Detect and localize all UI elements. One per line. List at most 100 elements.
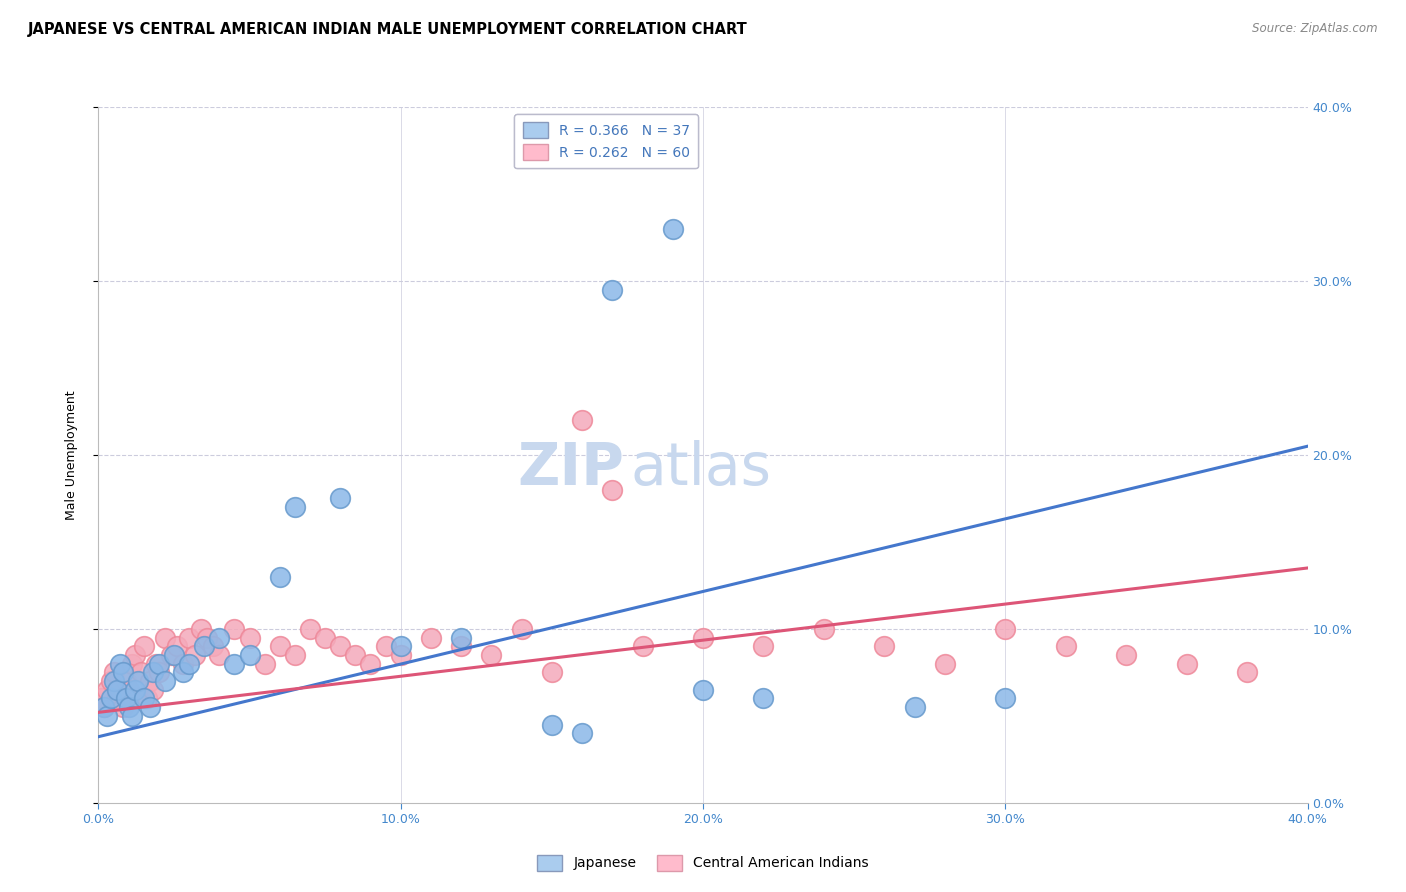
Point bbox=[510, 622, 533, 636]
Point bbox=[284, 500, 307, 514]
Point bbox=[269, 570, 291, 584]
Point bbox=[166, 639, 188, 653]
Point bbox=[329, 491, 352, 506]
Point bbox=[127, 691, 149, 706]
Point bbox=[124, 682, 146, 697]
Point bbox=[224, 622, 246, 636]
Point bbox=[148, 665, 170, 680]
Point bbox=[253, 657, 276, 671]
Point bbox=[374, 639, 396, 653]
Point bbox=[540, 665, 562, 680]
Point bbox=[179, 657, 201, 671]
Point bbox=[208, 648, 231, 662]
Point bbox=[1115, 648, 1137, 662]
Point bbox=[124, 648, 146, 662]
Point bbox=[118, 682, 141, 697]
Point bbox=[121, 708, 143, 723]
Point bbox=[420, 631, 443, 645]
Point bbox=[103, 674, 125, 689]
Point bbox=[142, 665, 165, 680]
Point bbox=[752, 639, 775, 653]
Point bbox=[184, 648, 207, 662]
Point bbox=[114, 691, 136, 706]
Point bbox=[904, 700, 927, 714]
Point bbox=[118, 700, 141, 714]
Point bbox=[202, 639, 225, 653]
Point bbox=[111, 665, 134, 680]
Point bbox=[105, 691, 128, 706]
Point bbox=[163, 648, 186, 662]
Point bbox=[389, 648, 412, 662]
Point bbox=[1054, 639, 1077, 653]
Point bbox=[1175, 657, 1198, 671]
Point bbox=[172, 657, 194, 671]
Point bbox=[360, 657, 382, 671]
Text: Source: ZipAtlas.com: Source: ZipAtlas.com bbox=[1253, 22, 1378, 36]
Point bbox=[692, 682, 714, 697]
Point bbox=[93, 700, 115, 714]
Point bbox=[103, 665, 125, 680]
Point bbox=[631, 639, 654, 653]
Point bbox=[662, 221, 685, 235]
Point bbox=[114, 674, 136, 689]
Point bbox=[148, 657, 170, 671]
Point bbox=[602, 283, 624, 297]
Point bbox=[108, 682, 131, 697]
Point bbox=[1236, 665, 1258, 680]
Point bbox=[132, 691, 155, 706]
Point bbox=[873, 639, 896, 653]
Point bbox=[179, 631, 201, 645]
Text: ZIP: ZIP bbox=[517, 441, 624, 498]
Point bbox=[193, 639, 215, 653]
Point bbox=[139, 674, 162, 689]
Point bbox=[752, 691, 775, 706]
Point bbox=[153, 674, 176, 689]
Point bbox=[190, 622, 212, 636]
Point bbox=[284, 648, 307, 662]
Point bbox=[481, 648, 503, 662]
Point bbox=[994, 622, 1017, 636]
Point bbox=[139, 700, 162, 714]
Point bbox=[224, 657, 246, 671]
Text: JAPANESE VS CENTRAL AMERICAN INDIAN MALE UNEMPLOYMENT CORRELATION CHART: JAPANESE VS CENTRAL AMERICAN INDIAN MALE… bbox=[28, 22, 748, 37]
Point bbox=[450, 631, 472, 645]
Point bbox=[132, 639, 155, 653]
Point bbox=[127, 674, 149, 689]
Point bbox=[93, 700, 115, 714]
Point bbox=[602, 483, 624, 497]
Point bbox=[90, 691, 112, 706]
Point bbox=[344, 648, 367, 662]
Point bbox=[571, 726, 593, 740]
Text: atlas: atlas bbox=[630, 441, 772, 498]
Legend: R = 0.366   N = 37, R = 0.262   N = 60: R = 0.366 N = 37, R = 0.262 N = 60 bbox=[515, 114, 699, 169]
Point bbox=[121, 657, 143, 671]
Point bbox=[105, 682, 128, 697]
Point bbox=[239, 631, 262, 645]
Y-axis label: Male Unemployment: Male Unemployment bbox=[65, 390, 77, 520]
Point bbox=[96, 708, 118, 723]
Point bbox=[111, 700, 134, 714]
Point bbox=[160, 648, 183, 662]
Point bbox=[195, 631, 218, 645]
Point bbox=[269, 639, 291, 653]
Point bbox=[172, 665, 194, 680]
Point bbox=[299, 622, 322, 636]
Point bbox=[208, 631, 231, 645]
Point bbox=[100, 674, 122, 689]
Point bbox=[813, 622, 835, 636]
Point bbox=[389, 639, 412, 653]
Point bbox=[96, 682, 118, 697]
Point bbox=[153, 631, 176, 645]
Point bbox=[540, 717, 562, 731]
Point bbox=[450, 639, 472, 653]
Point bbox=[329, 639, 352, 653]
Point bbox=[239, 648, 262, 662]
Legend: Japanese, Central American Indians: Japanese, Central American Indians bbox=[531, 849, 875, 876]
Point bbox=[108, 657, 131, 671]
Point bbox=[135, 691, 157, 706]
Point bbox=[145, 657, 167, 671]
Point bbox=[692, 631, 714, 645]
Point bbox=[129, 665, 152, 680]
Point bbox=[994, 691, 1017, 706]
Point bbox=[314, 631, 336, 645]
